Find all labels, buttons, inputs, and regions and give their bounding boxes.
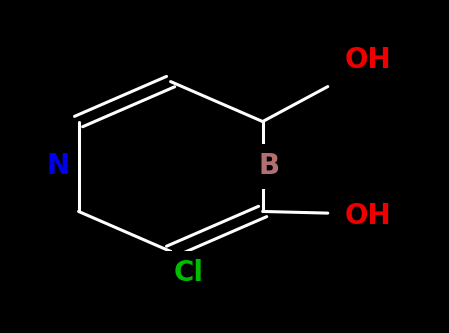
Text: OH: OH bbox=[345, 202, 392, 230]
Text: B: B bbox=[256, 150, 283, 183]
Text: Cl: Cl bbox=[174, 259, 203, 287]
Text: OH: OH bbox=[345, 46, 392, 74]
Text: OH: OH bbox=[339, 199, 397, 233]
Text: N: N bbox=[44, 150, 73, 183]
Text: N: N bbox=[47, 153, 70, 180]
Text: B: B bbox=[259, 153, 280, 180]
Text: OH: OH bbox=[339, 43, 397, 77]
Text: Cl: Cl bbox=[170, 256, 207, 290]
